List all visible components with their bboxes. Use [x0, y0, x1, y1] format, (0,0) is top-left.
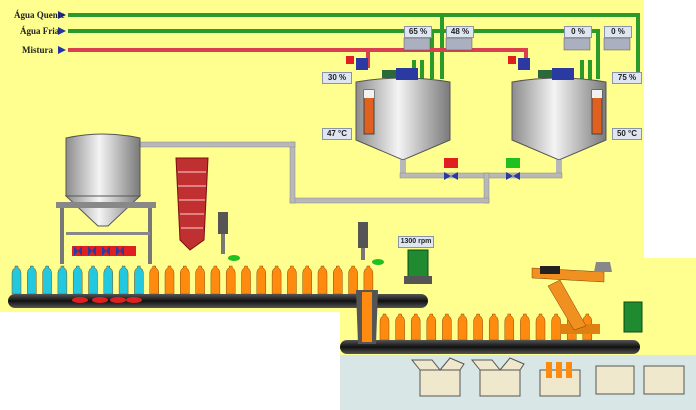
bottle	[180, 265, 190, 295]
bottle	[57, 265, 68, 295]
bottle	[88, 265, 98, 295]
bottle	[164, 265, 175, 295]
bottle	[363, 265, 374, 295]
bottle	[225, 265, 236, 295]
bottle	[256, 265, 267, 295]
supply-line-cold	[58, 27, 600, 79]
bottle	[488, 313, 499, 341]
bottle	[302, 265, 312, 295]
bottle	[442, 313, 452, 341]
robot-arm[interactable]	[531, 262, 612, 334]
lower-conveyor-motor[interactable]	[623, 301, 643, 333]
left-cold-valve-readout: 48 %	[446, 26, 474, 38]
right-tank-temperature: 50 °C	[612, 128, 642, 140]
bottle	[317, 265, 328, 295]
bottle	[551, 313, 561, 341]
agitator-motor-right[interactable]	[552, 68, 574, 80]
cap-hopper	[175, 157, 209, 251]
bottle	[426, 313, 437, 341]
right-hot-valve-readout: 0 %	[564, 26, 592, 38]
transfer-chute	[356, 290, 378, 344]
bottle	[457, 313, 468, 341]
capper-head	[218, 212, 240, 261]
agitator-motor-left[interactable]	[396, 68, 418, 80]
bottle	[11, 265, 22, 295]
bottle	[535, 313, 546, 341]
left-tank-temperature: 47 °C	[322, 128, 352, 140]
bottle	[210, 265, 221, 295]
bottle	[27, 265, 37, 295]
bottle	[287, 265, 297, 295]
left-hot-valve-readout: 65 %	[404, 26, 432, 38]
bottle	[333, 265, 343, 295]
mixing-tank-right	[511, 60, 607, 176]
supply-line-hot	[58, 11, 640, 79]
packing-boxes	[410, 357, 685, 397]
filler-nozzles	[72, 246, 136, 256]
transfer-valve-right[interactable]	[506, 158, 520, 180]
bottle	[118, 265, 129, 295]
conveyor-motor[interactable]	[404, 249, 432, 284]
right-cold-valve-readout: 0 %	[604, 26, 632, 38]
bottle	[379, 313, 390, 341]
valve-icon[interactable]	[346, 37, 631, 70]
conveyor-speed-readout: 1300 rpm	[398, 236, 434, 248]
bottle	[348, 265, 358, 295]
transfer-pipe	[139, 141, 563, 204]
supply-label-mix: Mistura	[22, 45, 53, 55]
bottle	[504, 313, 515, 341]
upper-bottle-row	[11, 265, 374, 295]
bottle	[149, 265, 159, 295]
bottle	[42, 265, 52, 295]
storage-tank	[56, 133, 156, 264]
right-mix-valve-readout: 75 %	[612, 72, 642, 84]
left-mix-valve-readout: 30 %	[322, 72, 352, 84]
lower-bottle-row	[379, 313, 593, 341]
upper-conveyor	[8, 294, 428, 308]
bottle	[103, 265, 114, 295]
mixing-tank-left	[355, 60, 451, 176]
labeler-head	[358, 222, 384, 265]
supply-label-cold: Água Fria	[20, 26, 60, 36]
bottle	[134, 265, 144, 295]
supply-label-hot: Água Quente	[14, 10, 65, 20]
bottle	[241, 265, 251, 295]
bottle	[395, 313, 405, 341]
bottle	[473, 313, 483, 341]
bottle	[520, 313, 530, 341]
lower-conveyor	[340, 340, 640, 354]
bottle	[195, 265, 205, 295]
bottle	[271, 265, 282, 295]
bottle	[72, 265, 83, 295]
bottle	[410, 313, 421, 341]
transfer-valve-left[interactable]	[444, 158, 458, 180]
